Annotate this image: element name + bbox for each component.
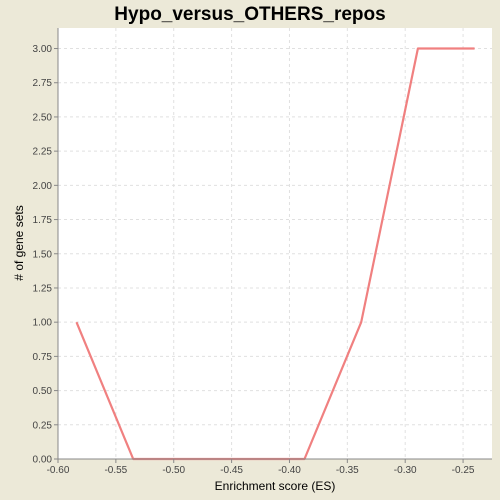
y-tick-label: 2.00 xyxy=(33,181,53,192)
y-tick-label: 1.75 xyxy=(33,215,53,226)
x-tick-label: -0.30 xyxy=(394,465,417,476)
x-axis-label: Enrichment score (ES) xyxy=(215,479,336,493)
axis-layer xyxy=(54,28,492,463)
x-tick-label: -0.25 xyxy=(452,465,475,476)
y-tick-label: 2.75 xyxy=(33,78,53,89)
y-tick-label: 1.50 xyxy=(33,249,53,260)
tick-layer: -0.60 -0.55 -0.50 -0.45 -0.40 -0.35 -0.30 -0.25… xyxy=(33,44,475,476)
x-tick-label: -0.50 xyxy=(162,465,185,476)
y-tick-label: 0.00 xyxy=(33,455,53,466)
y-tick-label: 0.50 xyxy=(33,386,53,397)
chart-title: Hypo_versus_OTHERS_repos xyxy=(114,4,385,25)
x-tick-label: -0.45 xyxy=(220,465,243,476)
x-tick-label: -0.35 xyxy=(336,465,359,476)
plot-area xyxy=(58,28,492,459)
y-axis-label: # of gene sets xyxy=(12,205,26,280)
x-tick-label: -0.60 xyxy=(47,465,70,476)
y-tick-label: 0.25 xyxy=(33,420,53,431)
y-tick-label: 0.75 xyxy=(33,352,53,363)
y-tick-label: 1.00 xyxy=(33,318,53,329)
x-tick-label: -0.40 xyxy=(278,465,301,476)
y-tick-label: 1.25 xyxy=(33,283,53,294)
y-tick-label: 3.00 xyxy=(33,44,53,55)
y-tick-label: 2.25 xyxy=(33,147,53,158)
x-tick-label: -0.55 xyxy=(104,465,127,476)
y-tick-label: 2.50 xyxy=(33,112,53,123)
